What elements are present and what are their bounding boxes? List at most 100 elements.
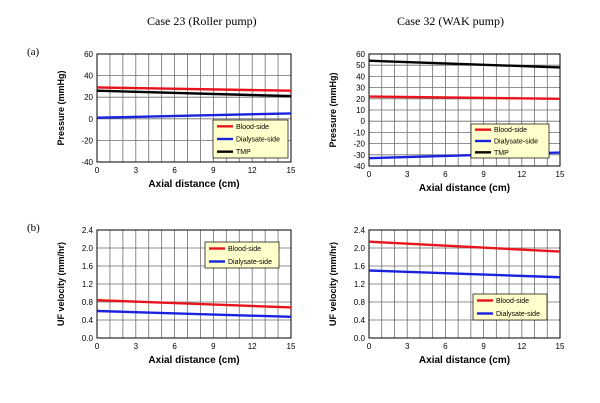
y-tick-label: -40	[353, 162, 365, 171]
y-tick-label: 50	[356, 61, 365, 70]
x-tick-label: 9	[481, 342, 486, 351]
x-tick-label: 0	[95, 166, 100, 175]
x-tick-label: 6	[172, 166, 177, 175]
x-tick-label: 6	[443, 170, 448, 179]
y-tick-label: 10	[356, 106, 365, 115]
y-tick-label: 1.2	[82, 280, 94, 289]
series-line-blood-side	[96, 299, 292, 309]
chart-b-left: 0 3 6 9 12 15 0.0 0.4 0.8 1.2 1.6 2.0 2.4 Axial dista…	[56, 226, 296, 366]
chart-a-left: 0 3 6 9 12 15 -40 -20 0 20 40 60 Axial distance (cm)…	[56, 50, 296, 190]
y-tick-label: 0	[89, 115, 94, 124]
y-tick-label: -40	[81, 158, 93, 167]
x-tick-label: 6	[443, 342, 448, 351]
legend-label: Blood-side	[228, 246, 261, 253]
y-tick-label: 60	[84, 50, 93, 59]
legend-label: TMP	[236, 149, 251, 156]
y-tick-label: 0.8	[82, 298, 94, 307]
y-tick-label: 30	[356, 84, 365, 93]
x-tick-label: 0	[367, 170, 372, 179]
y-tick-label: 0.4	[354, 316, 366, 325]
x-tick-label: 15	[556, 342, 565, 351]
y-tick-label: -20	[81, 136, 93, 145]
row-b-label: (b)	[27, 222, 40, 234]
legend-label: TMP	[494, 150, 509, 157]
row-a-label: (a)	[27, 46, 40, 58]
legend-label: Dialysate-side	[228, 259, 272, 266]
series-line-blood-side	[368, 95, 561, 100]
y-tick-label: 1.2	[354, 280, 366, 289]
chart-a-right: 0 3 6 9 12 15 -40 -30 -20 -10 0 10 20 30 40 50 60 Axial d…	[328, 50, 565, 194]
series-line-dialysate-side	[368, 269, 561, 279]
legend-label: Dialysate-side	[496, 311, 540, 318]
legend-box	[472, 293, 548, 321]
x-tick-label: 3	[405, 342, 410, 351]
plot-frame	[96, 229, 292, 339]
y-axis-label: UF velocity (mm/hr)	[328, 242, 338, 326]
y-tick-label: 2.4	[82, 226, 94, 235]
legend: Blood-side Dialysate-side	[472, 293, 548, 321]
x-tick-label: 3	[134, 342, 139, 351]
y-tick-label: -20	[353, 140, 365, 149]
plot-frame	[96, 53, 292, 163]
series-line-tmp	[368, 59, 561, 69]
series-line-dialysate-side	[96, 112, 292, 119]
right-column-title: Case 32 (WAK pump)	[397, 14, 504, 28]
legend-label: Blood-side	[496, 298, 529, 305]
y-axis-label: UF velocity (mm/hr)	[56, 242, 66, 326]
y-tick-label: 0.0	[82, 334, 94, 343]
x-tick-label: 15	[287, 166, 296, 175]
x-tick-label: 0	[95, 342, 100, 351]
legend-label: Blood-side	[236, 124, 269, 131]
plot-frame	[368, 229, 561, 339]
y-tick-label: 20	[356, 95, 365, 104]
x-tick-label: 15	[287, 342, 296, 351]
x-tick-label: 12	[517, 342, 526, 351]
y-axis-label: Pressure (mmHg)	[56, 70, 66, 145]
y-tick-label: 0.0	[354, 334, 366, 343]
y-tick-label: 20	[84, 93, 93, 102]
x-tick-label: 3	[134, 166, 139, 175]
x-tick-label: 9	[481, 170, 486, 179]
x-axis-label: Axial distance (cm)	[148, 355, 239, 366]
y-tick-label: 2.0	[354, 244, 366, 253]
y-tick-label: 0.8	[354, 298, 366, 307]
x-axis-label: Axial distance (cm)	[419, 183, 510, 194]
x-axis-label: Axial distance (cm)	[148, 179, 239, 190]
y-tick-label: -30	[353, 151, 365, 160]
y-tick-label: 0.4	[82, 316, 94, 325]
legend: Blood-side Dialysate-side TMP	[212, 119, 289, 159]
legend: Blood-side Dialysate-side	[204, 241, 280, 269]
legend: Blood-side Dialysate-side TMP	[470, 123, 550, 159]
y-tick-label: 40	[356, 72, 365, 81]
x-tick-label: 6	[172, 342, 177, 351]
legend-label: Dialysate-side	[494, 139, 538, 146]
legend-box	[204, 241, 280, 269]
x-tick-label: 12	[248, 166, 257, 175]
series-line-blood-side	[96, 86, 292, 92]
y-tick-label: 2.4	[354, 226, 366, 235]
series-line-dialysate-side	[96, 309, 292, 319]
legend-label: Blood-side	[494, 127, 527, 134]
x-tick-label: 0	[367, 342, 372, 351]
y-axis-label: Pressure (mmHg)	[328, 72, 338, 147]
y-tick-label: 1.6	[82, 262, 94, 271]
series-line-tmp	[96, 89, 292, 98]
x-tick-label: 3	[405, 170, 410, 179]
plot-frame	[368, 53, 561, 167]
legend-label: Dialysate-side	[236, 137, 280, 144]
x-tick-label: 12	[248, 342, 257, 351]
y-tick-label: 0	[361, 117, 366, 126]
y-tick-label: 1.6	[354, 262, 366, 271]
y-tick-label: 2.0	[82, 244, 94, 253]
x-tick-label: 9	[211, 342, 216, 351]
x-axis-label: Axial distance (cm)	[419, 355, 510, 366]
chart-b-right: 0 3 6 9 12 15 0.0 0.4 0.8 1.2 1.6 2.0 2.4 Axial dista…	[328, 226, 565, 366]
x-tick-label: 9	[211, 166, 216, 175]
y-tick-label: 40	[84, 72, 93, 81]
y-tick-label: 60	[356, 50, 365, 59]
series-line-blood-side	[368, 240, 561, 253]
x-tick-label: 15	[556, 170, 565, 179]
left-column-title: Case 23 (Roller pump)	[147, 14, 257, 28]
